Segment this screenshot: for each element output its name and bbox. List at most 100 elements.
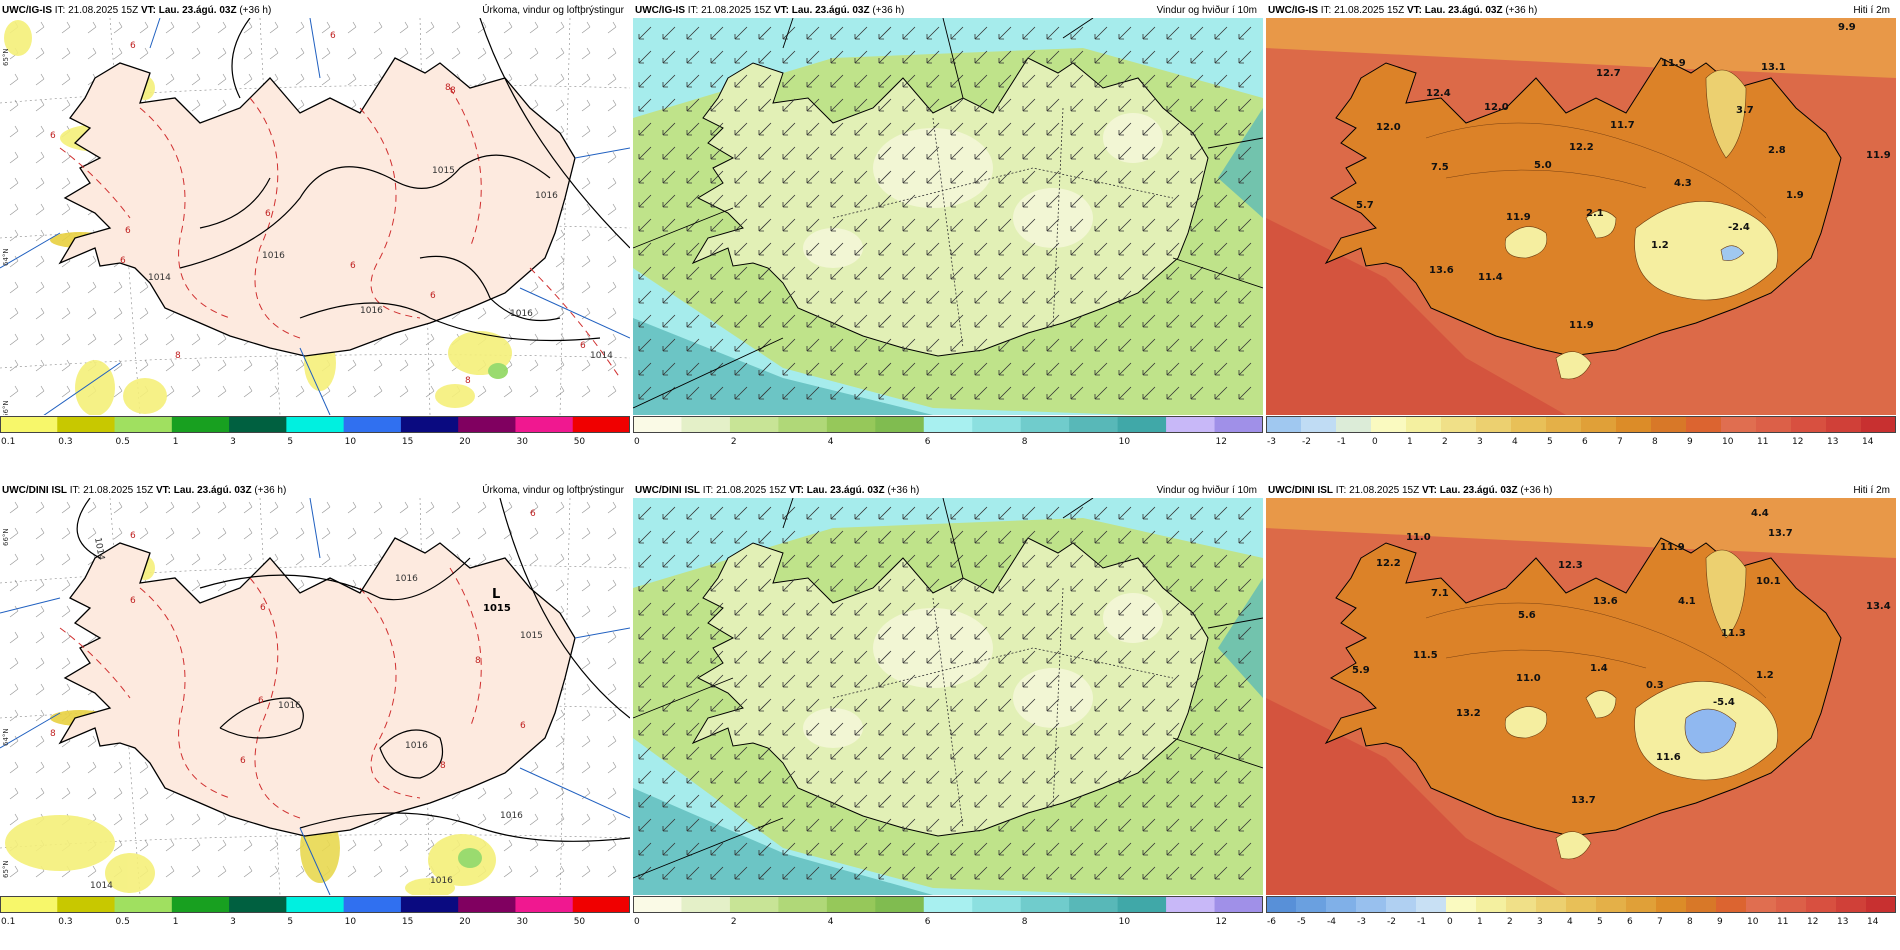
wind-arrow <box>1166 602 1180 616</box>
wind-arrow <box>734 530 748 544</box>
wind-arrow <box>782 698 796 712</box>
wind-barb <box>35 501 45 514</box>
wind-arrow <box>710 290 724 304</box>
wind-arrow <box>902 218 916 232</box>
colorbar-tick-label: 1 <box>1407 437 1413 447</box>
wind-arrow <box>854 98 868 112</box>
wind-barb <box>607 385 617 398</box>
colorbar-swatch <box>1296 896 1327 912</box>
wind-barb <box>217 501 227 514</box>
wind-arrow <box>638 602 652 616</box>
colorbar-tick-label: 0.3 <box>58 917 72 927</box>
colorbar-swatch <box>1656 896 1687 912</box>
vt-label: VT: <box>155 485 171 496</box>
temperature-value: 3.7 <box>1736 105 1754 116</box>
wind-arrow <box>662 266 676 280</box>
panel-wind-top: UWC/IG-IS IT: 21.08.2025 15Z VT: Lau. 23… <box>633 0 1263 450</box>
precip-colorbar: 0.1 0.3 0.5 1 3 5 10 15 20 30 50 <box>0 896 630 930</box>
it-label: IT: <box>54 5 66 16</box>
wind-arrow <box>1214 122 1228 136</box>
wind-arrow <box>758 242 772 256</box>
wind-arrow <box>830 602 844 616</box>
wind-arrow <box>1022 722 1036 736</box>
wind-arrow <box>1166 122 1180 136</box>
wind-barb <box>581 47 591 60</box>
wind-arrow <box>1166 170 1180 184</box>
temp-map: 4.4 11.0 13.7 12.2 12.3 11.9 7.1 10.1 13.6 4.1 13.… <box>1266 498 1896 895</box>
colorbar-tick-label: 1 <box>1477 917 1483 927</box>
wind-arrow <box>1118 866 1132 880</box>
region-boundaries <box>0 18 630 415</box>
wind-arrow <box>734 866 748 880</box>
wind-arrow <box>902 842 916 856</box>
wind-barb <box>217 99 227 112</box>
wind-arrow <box>878 98 892 112</box>
wind-arrow <box>854 338 868 352</box>
wind-arrow <box>1214 338 1228 352</box>
wind-arrow <box>662 74 676 88</box>
wind-barb <box>61 605 71 618</box>
wind-arrow <box>1094 218 1108 232</box>
pressure-label: 1016 <box>500 811 523 821</box>
wind-arrow <box>1190 386 1204 400</box>
wind-arrow <box>926 842 940 856</box>
wind-arrow <box>1166 146 1180 160</box>
wind-arrow <box>998 170 1012 184</box>
wind-arrow <box>1166 26 1180 40</box>
temperature-value: 1.2 <box>1651 240 1669 251</box>
panel-header: UWC/DINI ISL IT: 21.08.2025 15Z VT: Lau.… <box>0 480 630 498</box>
wind-barb <box>373 47 383 60</box>
wind-barb <box>555 553 565 566</box>
temperature-value: 13.7 <box>1571 795 1596 806</box>
latitude-label: 64°N <box>2 248 10 266</box>
wind-arrow <box>782 506 796 520</box>
wind-arrow <box>1166 314 1180 328</box>
low-pressure-value: 1015 <box>483 603 511 614</box>
wind-arrow <box>830 194 844 208</box>
wind-arrow <box>926 122 940 136</box>
wind-arrow <box>662 362 676 376</box>
colorbar-swatch <box>1716 896 1747 912</box>
wind-arrow <box>854 386 868 400</box>
wind-arrow <box>998 746 1012 760</box>
wind-barb <box>555 255 565 268</box>
wind-barb <box>451 21 461 34</box>
wind-arrow <box>830 98 844 112</box>
colorbar-swatch <box>458 896 516 912</box>
wind-arrow <box>974 242 988 256</box>
wind-arrow <box>1070 146 1084 160</box>
wind-arrow <box>1238 146 1252 160</box>
wind-arrow <box>974 602 988 616</box>
wind-barb <box>269 47 279 60</box>
wind-arrow <box>1118 290 1132 304</box>
wind-arrow <box>902 578 916 592</box>
wind-arrow <box>1238 746 1252 760</box>
wind-arrow <box>1142 602 1156 616</box>
wind-barb <box>35 47 45 60</box>
wind-arrow <box>926 386 940 400</box>
panel-title: Hiti í 2m <box>1853 485 1890 496</box>
wind-arrow <box>710 770 724 784</box>
wind-barb <box>295 527 305 540</box>
wind-arrow <box>1094 794 1108 808</box>
wind-barb <box>607 657 617 670</box>
wind-arrow <box>1190 602 1204 616</box>
wind-arrow <box>1094 626 1108 640</box>
vt-label: VT: <box>788 485 804 496</box>
temperature-value: 4.3 <box>1674 178 1692 189</box>
wind-barb <box>425 839 435 852</box>
wind-arrow <box>758 770 772 784</box>
wind-arrow <box>830 722 844 736</box>
wind-arrow <box>902 146 916 160</box>
wind-arrow <box>902 194 916 208</box>
wind-arrow <box>1070 266 1084 280</box>
wind-arrow <box>1238 506 1252 520</box>
wind-arrow <box>734 794 748 808</box>
wind-barb <box>35 307 45 320</box>
wind-arrow <box>1118 746 1132 760</box>
wind-arrow <box>950 842 964 856</box>
wind-barb <box>373 501 383 514</box>
wind-arrow <box>1214 650 1228 664</box>
wind-arrow <box>902 314 916 328</box>
wind-arrow <box>878 602 892 616</box>
